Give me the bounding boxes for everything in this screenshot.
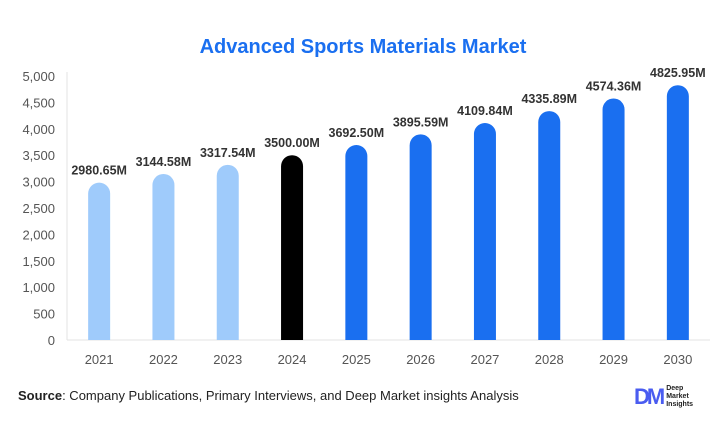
source-text: : Company Publications, Primary Intervie… (62, 388, 519, 403)
y-tick-label: 1,500 (22, 254, 55, 269)
data-label: 4109.84M (457, 104, 513, 118)
x-tick-label: 2021 (85, 352, 114, 367)
data-label: 4335.89M (521, 92, 577, 106)
x-tick-label: 2027 (470, 352, 499, 367)
logo-line: Insights (666, 401, 694, 408)
data-label: 4574.36M (586, 79, 642, 93)
x-tick-label: 2023 (213, 352, 242, 367)
y-tick-label: 3,500 (22, 148, 55, 163)
y-tick-label: 2,500 (22, 201, 55, 216)
logo-line: Deep (666, 385, 684, 392)
logo: DM Deep Market Insights (634, 384, 693, 410)
y-tick-label: 3,000 (22, 175, 55, 190)
y-tick-label: 4,500 (22, 95, 55, 110)
bar-2025 (345, 145, 368, 340)
bar-2029 (602, 98, 625, 340)
bar-2021 (88, 182, 111, 340)
bar-2028 (538, 111, 561, 340)
data-label: 3144.58M (136, 155, 192, 169)
chart-title: Advanced Sports Materials Market (199, 36, 527, 58)
x-tick-label: 2028 (535, 352, 564, 367)
y-tick-label: 500 (33, 307, 55, 322)
data-label: 2980.65M (71, 164, 127, 178)
data-label: 4825.95M (650, 66, 706, 80)
data-label: 3692.50M (329, 126, 385, 140)
x-tick-label: 2026 (406, 352, 435, 367)
source-label: Source (18, 388, 63, 403)
x-tick-label: 2029 (599, 352, 628, 367)
y-tick-label: 0 (48, 333, 55, 348)
y-tick-label: 2,000 (22, 227, 55, 242)
bar-2027 (473, 123, 496, 340)
data-label: 3500.00M (264, 136, 320, 150)
y-tick-label: 1,000 (22, 280, 55, 295)
bar-2022 (152, 173, 175, 340)
x-tick-label: 2025 (342, 352, 371, 367)
source-note: Source: Company Publications, Primary In… (18, 388, 519, 403)
bar-2026 (409, 134, 432, 340)
bar-2023 (216, 164, 239, 340)
data-label: 3317.54M (200, 146, 256, 160)
logo-line: Market (666, 393, 689, 400)
y-tick-label: 4,000 (22, 122, 55, 137)
x-tick-label: 2030 (663, 352, 692, 367)
logo-text: Deep Market Insights (666, 385, 693, 409)
y-tick-label: 5,000 (22, 69, 55, 84)
bar-2030 (666, 85, 689, 340)
x-tick-label: 2024 (278, 352, 307, 367)
x-tick-label: 2022 (149, 352, 178, 367)
bar-2024 (281, 155, 304, 340)
logo-mark: DM (634, 384, 665, 409)
data-label: 3895.59M (393, 115, 449, 129)
